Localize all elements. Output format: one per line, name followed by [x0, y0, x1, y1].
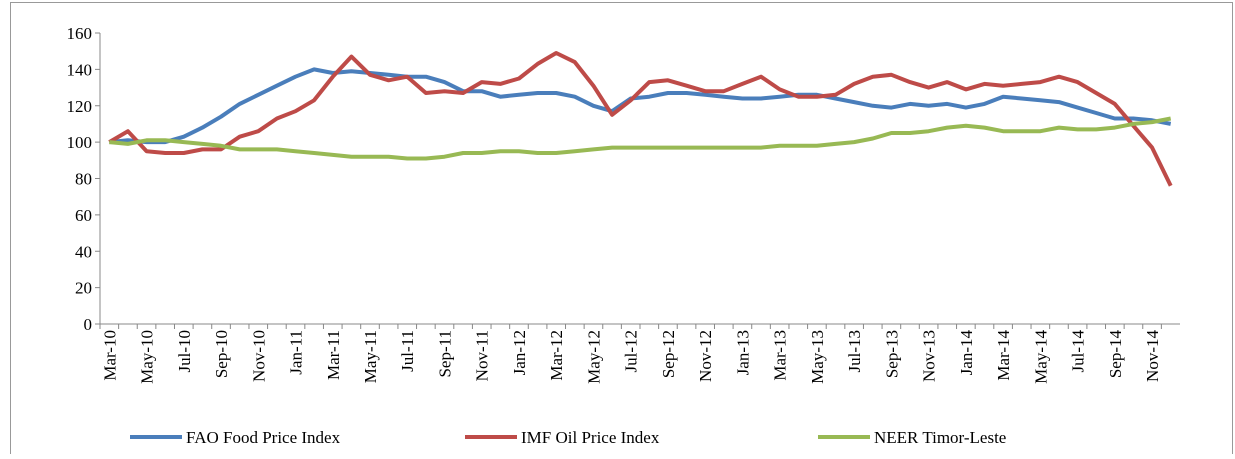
x-tick-label: Jan-11 [287, 330, 306, 375]
series-line [108, 51, 1173, 187]
x-tick-label: Mar-13 [771, 330, 790, 381]
x-tick-label: Sep-10 [212, 330, 231, 378]
x-tick-label: May-14 [1031, 330, 1050, 384]
x-tick-label: Sep-12 [659, 330, 678, 378]
x-tick-label: Sep-14 [1106, 330, 1125, 379]
x-tick-label: Jan-14 [957, 330, 976, 376]
x-tick-label: Nov-14 [1143, 330, 1162, 382]
y-tick-label: 20 [75, 279, 92, 298]
y-tick-label: 0 [84, 315, 93, 334]
y-tick-label: 120 [67, 97, 93, 116]
x-tick-label: Nov-11 [473, 330, 492, 381]
legend-label: IMF Oil Price Index [521, 428, 660, 447]
y-tick-label: 80 [75, 170, 92, 189]
y-tick-label: 40 [75, 242, 92, 261]
x-tick-label: Nov-13 [920, 330, 939, 382]
series-line [109, 116, 1172, 161]
x-tick-label: Jul-12 [622, 330, 641, 373]
x-tick-label: Mar-12 [547, 330, 566, 381]
y-tick-label: 160 [67, 24, 93, 43]
y-tick-label: 100 [67, 133, 93, 152]
x-tick-label: Jan-13 [733, 330, 752, 375]
x-tick-label: Sep-13 [882, 330, 901, 378]
x-tick-label: May-10 [138, 330, 157, 384]
x-tick-label: Mar-11 [324, 330, 343, 380]
x-tick-label: Jul-10 [175, 330, 194, 373]
x-tick-label: Sep-11 [435, 330, 454, 378]
legend-label: FAO Food Price Index [186, 428, 341, 447]
x-tick-label: May-11 [361, 330, 380, 383]
x-tick-label: Nov-10 [249, 330, 268, 382]
x-tick-label: Nov-12 [696, 330, 715, 382]
x-tick-label: Jul-14 [1069, 330, 1088, 373]
x-tick-label: Jul-11 [398, 330, 417, 372]
x-tick-label: Jul-13 [845, 330, 864, 373]
x-tick-label: May-13 [808, 330, 827, 384]
series-line [109, 67, 1172, 145]
y-tick-label: 140 [67, 60, 93, 79]
legend-label: NEER Timor-Leste [874, 428, 1006, 447]
y-tick-label: 60 [75, 206, 92, 225]
x-tick-label: May-12 [584, 330, 603, 384]
x-tick-label: Mar-10 [100, 330, 119, 381]
x-tick-label: Mar-14 [994, 330, 1013, 381]
frame [10, 2, 1233, 459]
x-tick-label: Jan-12 [510, 330, 529, 375]
